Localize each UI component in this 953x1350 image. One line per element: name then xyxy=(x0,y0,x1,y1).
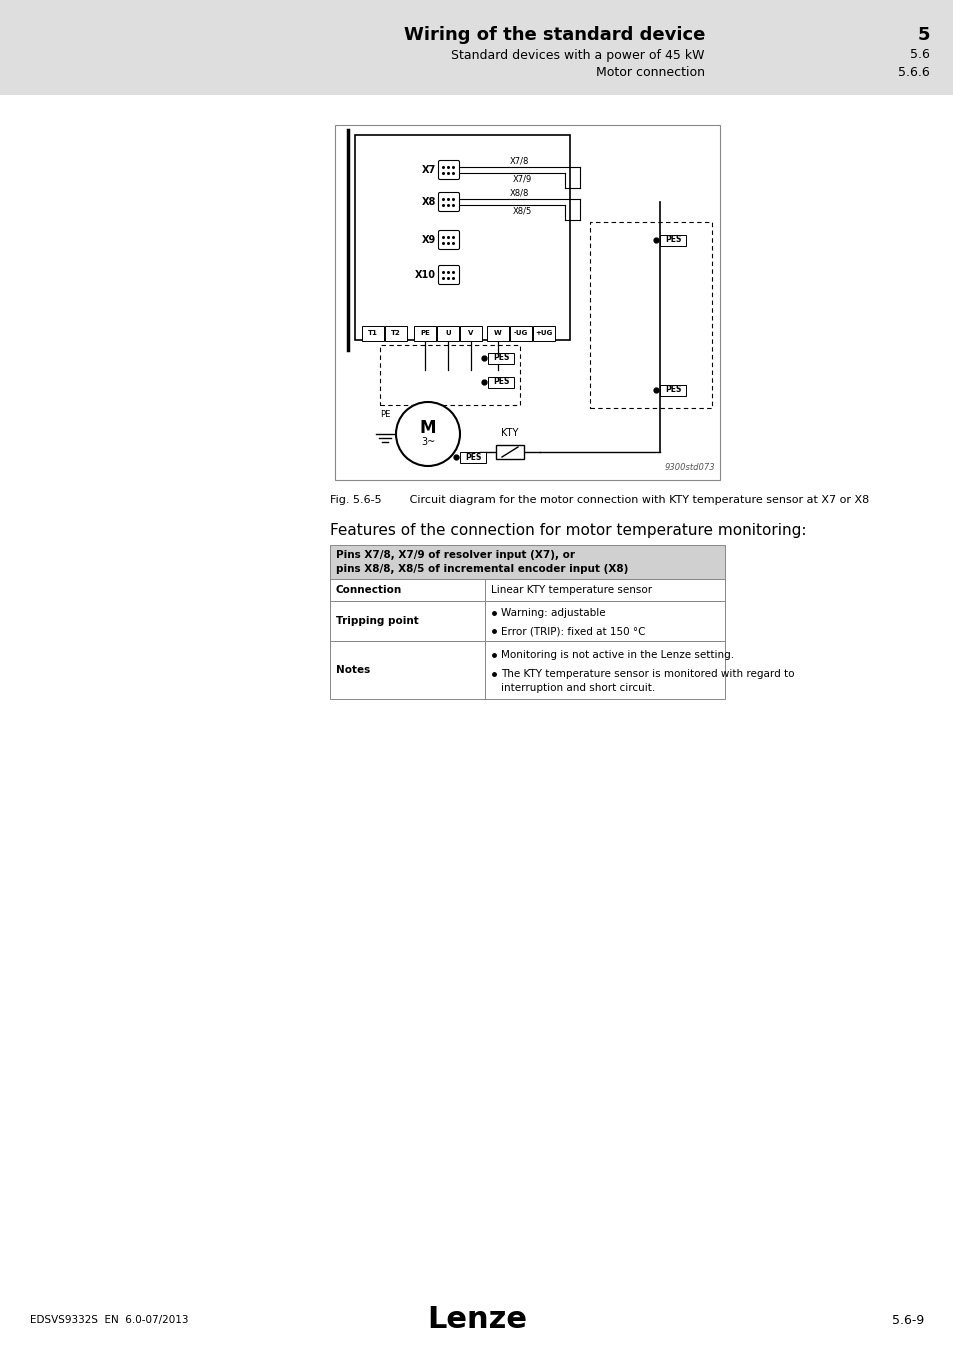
Text: +UG: +UG xyxy=(535,329,552,336)
Text: T2: T2 xyxy=(391,329,400,336)
Text: Warning: adjustable: Warning: adjustable xyxy=(500,608,605,618)
Text: U: U xyxy=(445,329,451,336)
Text: Pins X7/8, X7/9 of resolver input (X7), or
pins X8/8, X8/5 of incremental encode: Pins X7/8, X7/9 of resolver input (X7), … xyxy=(335,549,628,574)
Bar xyxy=(414,325,436,340)
Text: Notes: Notes xyxy=(335,666,370,675)
Text: Linear KTY temperature sensor: Linear KTY temperature sensor xyxy=(491,585,652,595)
Text: -UG: -UG xyxy=(514,329,528,336)
Text: 5: 5 xyxy=(917,26,929,45)
Bar xyxy=(589,221,711,408)
Bar xyxy=(0,0,953,95)
Text: X10: X10 xyxy=(415,270,436,279)
Text: W: W xyxy=(494,329,501,336)
Text: PES: PES xyxy=(493,378,509,386)
Text: PES: PES xyxy=(493,354,509,363)
Bar xyxy=(510,325,532,340)
Bar xyxy=(355,135,569,340)
Text: Wiring of the standard device: Wiring of the standard device xyxy=(403,26,704,45)
Text: Monitoring is not active in the Lenze setting.: Monitoring is not active in the Lenze se… xyxy=(500,649,734,660)
Text: Error (TRIP): fixed at 150 °C: Error (TRIP): fixed at 150 °C xyxy=(500,626,645,636)
Text: V: V xyxy=(468,329,474,336)
Text: X8/5: X8/5 xyxy=(512,207,531,216)
Bar xyxy=(486,325,509,340)
Bar xyxy=(379,346,519,405)
FancyBboxPatch shape xyxy=(438,161,459,180)
Bar xyxy=(330,601,724,641)
Text: X7: X7 xyxy=(421,165,436,176)
Text: M: M xyxy=(419,418,436,437)
Bar xyxy=(330,641,724,699)
Text: 5.6-9: 5.6-9 xyxy=(891,1314,923,1327)
Bar xyxy=(335,126,720,481)
Text: The KTY temperature sensor is monitored with regard to: The KTY temperature sensor is monitored … xyxy=(500,670,794,679)
Text: EDSVS9332S  EN  6.0-07/2013: EDSVS9332S EN 6.0-07/2013 xyxy=(30,1315,189,1324)
Bar xyxy=(330,579,724,601)
Text: T1: T1 xyxy=(368,329,377,336)
Text: Motor connection: Motor connection xyxy=(596,66,704,78)
Text: Tripping point: Tripping point xyxy=(335,616,418,626)
Text: PE: PE xyxy=(379,410,390,418)
Bar xyxy=(659,385,685,396)
Text: 5.6: 5.6 xyxy=(909,49,929,62)
Text: 9300std073: 9300std073 xyxy=(663,463,714,472)
Text: PES: PES xyxy=(664,386,680,394)
Text: X9: X9 xyxy=(421,235,436,244)
Text: 5.6.6: 5.6.6 xyxy=(898,66,929,78)
Bar xyxy=(533,325,555,340)
Bar xyxy=(496,446,523,459)
Text: Features of the connection for motor temperature monitoring:: Features of the connection for motor tem… xyxy=(330,522,805,539)
Bar xyxy=(488,352,514,363)
Text: Connection: Connection xyxy=(335,585,402,595)
Bar xyxy=(385,325,407,340)
Text: KTY: KTY xyxy=(500,428,518,437)
Circle shape xyxy=(395,402,459,466)
Text: Fig. 5.6-5        Circuit diagram for the motor connection with KTY temperature : Fig. 5.6-5 Circuit diagram for the motor… xyxy=(330,495,868,505)
FancyBboxPatch shape xyxy=(438,193,459,212)
Bar xyxy=(659,235,685,246)
Bar xyxy=(459,325,481,340)
Text: 3~: 3~ xyxy=(420,437,435,447)
Text: interruption and short circuit.: interruption and short circuit. xyxy=(500,683,655,693)
Text: Standard devices with a power of 45 kW: Standard devices with a power of 45 kW xyxy=(451,49,704,62)
Text: X8/8: X8/8 xyxy=(509,188,528,197)
Text: X7/8: X7/8 xyxy=(509,157,528,165)
Text: X8: X8 xyxy=(421,197,436,207)
Bar xyxy=(361,325,384,340)
Text: PES: PES xyxy=(464,452,480,462)
Text: PE: PE xyxy=(419,329,430,336)
FancyBboxPatch shape xyxy=(438,266,459,285)
Bar xyxy=(488,377,514,387)
Text: X7/9: X7/9 xyxy=(512,176,531,184)
FancyBboxPatch shape xyxy=(438,231,459,250)
Bar xyxy=(436,325,458,340)
Bar xyxy=(330,545,724,579)
Bar xyxy=(459,451,485,463)
Text: PES: PES xyxy=(664,235,680,244)
Text: Lenze: Lenze xyxy=(427,1305,526,1335)
